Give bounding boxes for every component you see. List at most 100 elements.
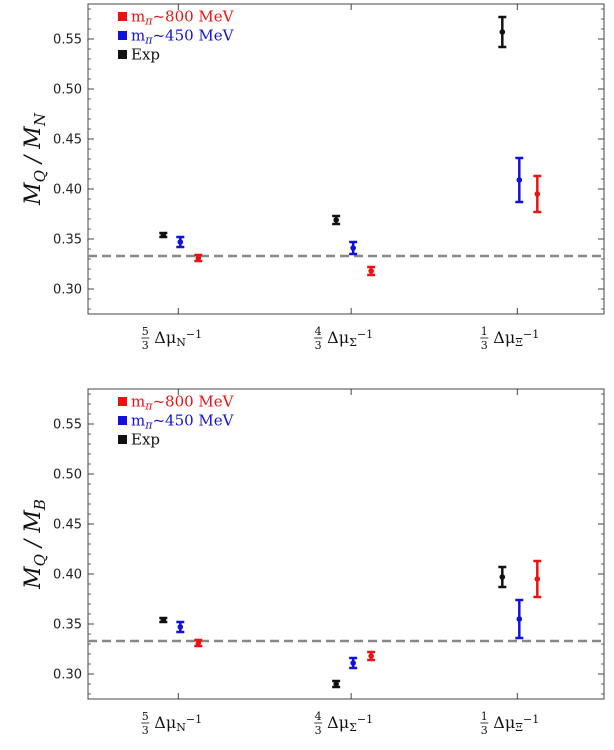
- data-point: [160, 617, 167, 623]
- legend-rest: ~450 MeV: [152, 27, 234, 45]
- legend-label: mπ~800 MeV: [131, 8, 235, 28]
- legend-name: m: [131, 412, 145, 430]
- legend-swatch: [118, 435, 127, 444]
- y-label-sub1: Q: [31, 170, 49, 182]
- category-subscript: Ξ: [515, 336, 523, 349]
- data-point: [160, 232, 167, 238]
- category-frac-numerator: 1: [481, 710, 488, 723]
- category-superscript: −1: [186, 328, 202, 341]
- category-frac-denominator: 3: [142, 339, 149, 352]
- category-frac-numerator: 4: [315, 710, 322, 723]
- category-frac-numerator: 1: [481, 325, 488, 338]
- y-tick-label: 0.40: [53, 183, 82, 198]
- category-symbol: Δμ: [327, 713, 349, 732]
- y-label-sub2: B: [31, 499, 49, 511]
- y-tick-label: 0.50: [53, 83, 82, 98]
- data-point: [177, 624, 184, 630]
- data-point: [195, 255, 202, 261]
- category-frac-denominator: 3: [142, 724, 149, 737]
- category-frac-numerator: 5: [142, 710, 149, 723]
- data-point: [534, 191, 541, 197]
- category-subscript: N: [176, 336, 186, 349]
- legend-subscript: π: [144, 419, 153, 432]
- legend-name: m: [131, 27, 145, 45]
- data-point: [177, 239, 184, 245]
- data-point: [516, 177, 523, 183]
- series-3: [194, 174, 542, 277]
- category-label: ΔμN−1: [154, 713, 202, 734]
- legend-label: Exp: [131, 46, 160, 64]
- category-frac-numerator: 5: [142, 325, 149, 338]
- series-1: [159, 15, 507, 239]
- legend-rest: ~800 MeV: [152, 393, 234, 411]
- category-label: ΔμΞ−1: [493, 713, 539, 734]
- category-superscript: −1: [523, 328, 539, 341]
- data-point: [333, 681, 339, 687]
- data-point: [350, 245, 356, 251]
- y-tick-label: 0.45: [53, 518, 82, 533]
- category-frac-denominator: 3: [481, 339, 488, 352]
- y-label-sep: / M: [21, 126, 46, 170]
- legend-swatch: [118, 416, 127, 425]
- y-tick-label: 0.35: [53, 233, 82, 248]
- legend-subscript: π: [144, 400, 153, 413]
- legend-rest: ~450 MeV: [152, 412, 234, 430]
- category-frac-denominator: 3: [481, 724, 488, 737]
- y-tick-label: 0.35: [53, 618, 82, 633]
- category-subscript: Σ: [349, 721, 357, 734]
- y-tick-label: 0.30: [53, 668, 82, 683]
- category-symbol: Δμ: [154, 713, 176, 732]
- category-label: ΔμΣ−1: [327, 713, 373, 734]
- legend-subscript: π: [144, 15, 153, 28]
- legend-label: mπ~450 MeV: [131, 412, 235, 432]
- y-label-sep: / M: [21, 510, 46, 554]
- legend-name: Exp: [131, 431, 160, 449]
- category-frac-denominator: 3: [315, 339, 322, 352]
- legend-swatch: [118, 50, 127, 59]
- category-superscript: −1: [186, 713, 202, 726]
- legend-label: Exp: [131, 431, 160, 449]
- y-tick-label: 0.50: [53, 468, 82, 483]
- legend-swatch: [118, 12, 127, 21]
- category-subscript: N: [176, 721, 186, 734]
- legend-label: mπ~450 MeV: [131, 27, 235, 47]
- y-tick-label: 0.55: [53, 418, 82, 433]
- category-label: ΔμN−1: [154, 328, 202, 349]
- series-1: [159, 565, 507, 689]
- data-point: [516, 616, 523, 622]
- series-2: [176, 598, 524, 670]
- y-label-sub1: Q: [31, 554, 49, 566]
- data-point: [350, 660, 356, 666]
- legend-swatch: [118, 31, 127, 40]
- category-symbol: Δμ: [154, 328, 176, 347]
- y-axis: 0.30 0.35 0.40 0.45 0.50 0.55: [53, 8, 604, 310]
- category-symbol: Δμ: [327, 328, 349, 347]
- data-point: [499, 29, 506, 35]
- category-superscript: −1: [357, 713, 373, 726]
- legend-name: m: [131, 8, 145, 26]
- y-axis-label: MQ / MN: [21, 112, 49, 206]
- y-axis: 0.30 0.35 0.40 0.45 0.50 0.55: [53, 393, 604, 695]
- legend-swatch: [118, 397, 127, 406]
- category-superscript: −1: [523, 713, 539, 726]
- y-tick-label: 0.30: [53, 283, 82, 298]
- legend-subscript: π: [144, 34, 153, 47]
- y-label-main: M: [21, 566, 46, 590]
- legend-name: m: [131, 393, 145, 411]
- data-point: [499, 574, 506, 580]
- category-subscript: Ξ: [515, 721, 523, 734]
- plot-frame: [87, 388, 605, 700]
- data-point: [333, 217, 339, 223]
- y-tick-label: 0.55: [53, 33, 82, 48]
- category-label: ΔμΣ−1: [327, 328, 373, 349]
- legend-label: mπ~800 MeV: [131, 393, 235, 413]
- y-tick-label: 0.40: [53, 568, 82, 583]
- category-label: ΔμΞ−1: [493, 328, 539, 349]
- legend-rest: ~800 MeV: [152, 8, 234, 26]
- series-3: [194, 559, 542, 662]
- data-point: [368, 653, 374, 659]
- category-subscript: Σ: [349, 336, 357, 349]
